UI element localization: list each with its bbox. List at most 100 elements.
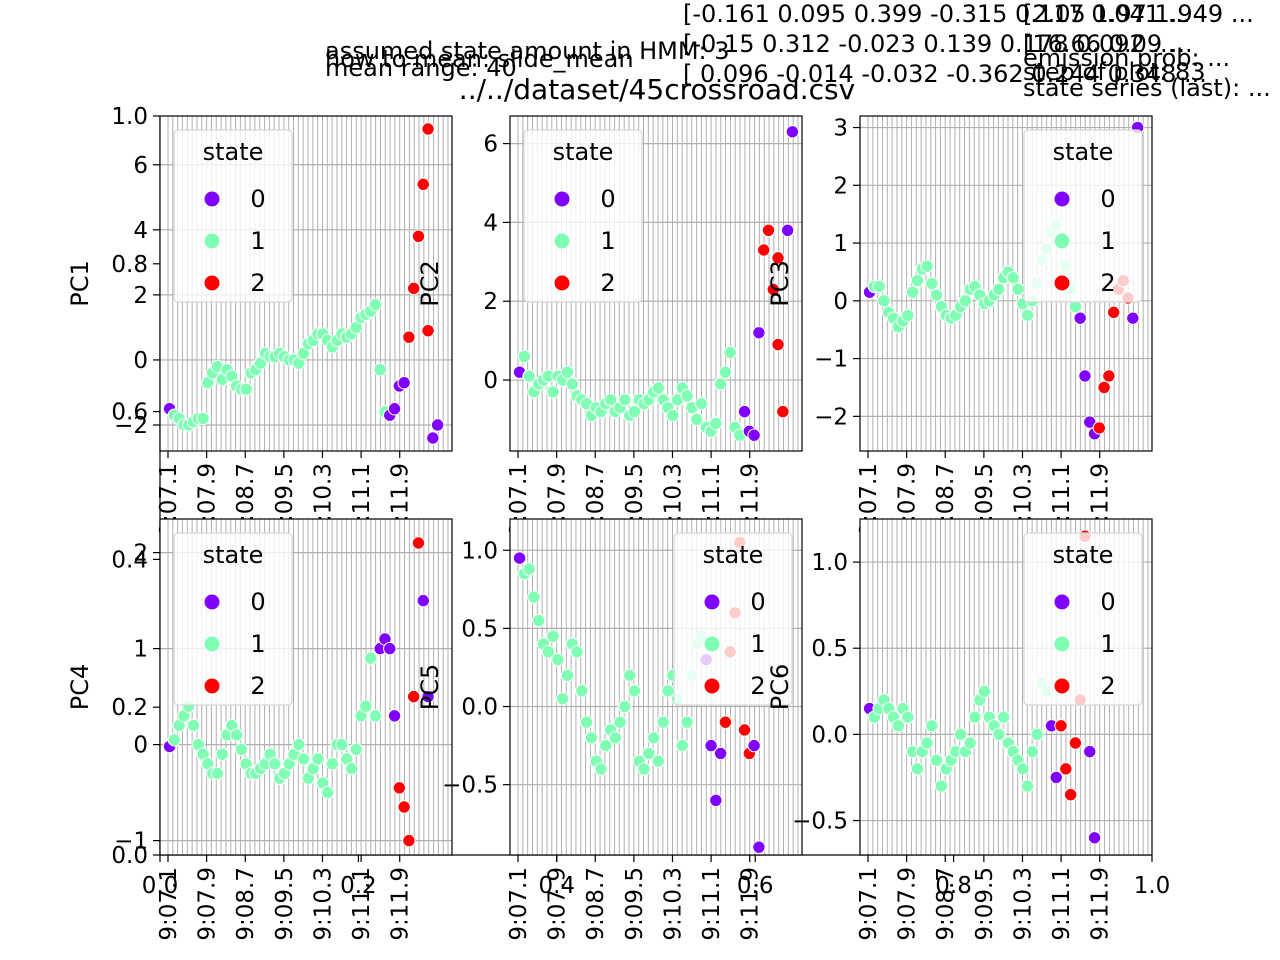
data-point-49 [747,428,761,442]
data-point-33 [1020,308,1035,322]
background-y-tick-label: 0.8 [111,252,148,278]
legend-box [173,532,293,706]
data-point-51 [1107,305,1121,320]
data-point-10 [910,273,925,288]
data-point-47 [737,404,752,419]
legend-marker-2 [703,677,721,695]
background-y-tick-label: 0.4 [111,547,148,573]
data-point-43 [718,715,733,729]
data-point-23 [622,668,637,682]
data-point-51 [757,243,771,257]
y-tick-label: −1 [814,347,848,373]
legend-marker-1 [703,635,721,653]
data-point-49 [397,800,411,814]
y-tick-label: −0.5 [442,773,498,799]
y-axis-label: PC1 [66,260,94,307]
data-point-49 [1097,380,1111,395]
y-tick-label: 0.0 [461,695,498,721]
figure-title: ../../dataset/45crossroad.csv [459,73,855,106]
data-point-22 [618,393,632,407]
y-ticks: −2 −1 0 1 2 3 [814,116,1152,430]
legend-box [673,532,793,706]
data-point-19 [603,393,618,407]
background-y-tick-label: 0.6 [111,400,148,426]
data-point-37 [689,412,704,427]
x-tick-label: 9:10.3 [310,867,336,941]
data-point-44 [723,345,737,360]
y-tick-label: 0 [133,348,148,374]
x-tick-label: 9:11.1 [349,867,375,941]
axes-frame [509,518,803,856]
x-ticks: 9:07.1 9:07.9 9:08.7 9:09.5 9:10.3 9:11.1 9:11… [156,855,414,941]
subplot-pc6: −0.5 0.0 0.5 1.0 PC6 9:07.1 9:07.9 9:08.7 9:09.5… [766,518,1153,941]
legend-label: 0 [250,185,265,213]
y-tick-label: 3 [833,116,848,142]
data-point-22 [268,757,282,771]
y-axis-label: PC2 [416,260,444,307]
data-point-34 [1025,744,1040,759]
data-point-54 [421,122,435,136]
data-point-40 [704,738,718,753]
data-point-35 [1030,727,1044,742]
legend-title: state [203,541,264,569]
legend-marker-0 [203,593,221,611]
data-point-51 [407,281,421,296]
header-mid-line-3: [ 0.096 -0.014 -0.032 -0.362 0.244 0.348… [683,60,1207,88]
axes-frame [159,115,453,452]
header-right-line-1: [2.05 1.97 1.949 ... [1023,0,1254,28]
data-point-14 [929,288,944,302]
legend-label: 1 [1100,227,1115,255]
data-point-7 [196,411,210,426]
data-point-17 [594,762,608,776]
data-point-47 [737,723,752,737]
data-point-30 [656,715,670,729]
y-tick-label: 2 [133,283,148,309]
header-mid-line-1: [-0.161 0.095 0.399 -0.315 0.117 0.041 .… [683,0,1191,28]
background-y-tick-label: 0.0 [111,843,148,869]
legend-label: 0 [1100,588,1115,616]
y-tick-label: 2 [133,541,148,567]
header-left: assumed state amount in HMM: 3 how to me… [325,37,730,82]
legend: state 0 1 2 [673,532,793,706]
data-point-8 [901,710,915,724]
data-point-57 [430,418,445,432]
data-point-4 [532,613,546,628]
data-point-14 [929,753,944,767]
x-tick-label: 9:11.1 [1049,867,1075,941]
header-right-line-3: emission prob: ... [1023,44,1230,72]
data-point-45 [1078,369,1092,383]
x-ticks: 9:07.1 9:07.9 9:08.7 9:09.5 9:10.3 9:11.1 9:11… [506,855,764,941]
data-point-29 [651,381,666,395]
data-point-34 [325,757,340,771]
background-y-ticks: 0.0 0.2 0.4 0.6 0.8 1.0 [111,104,160,869]
data-point-47 [1087,831,1102,845]
legend-marker-1 [553,232,571,250]
data-point-49 [747,738,761,753]
y-tick-label: 0.5 [811,636,848,662]
y-tick-label: 4 [133,218,148,244]
y-axis-label: PC3 [766,260,794,307]
legend-box [523,129,643,303]
legend-label: 2 [600,269,615,297]
data-point-50 [1102,369,1116,383]
y-axis-label: PC5 [416,664,444,711]
data-points [162,122,445,445]
x-tick-label: 9:07.1 [156,867,182,941]
data-point-43 [368,709,383,723]
x-tick-label: 9:11.1 [699,867,725,941]
data-point-29 [651,754,666,768]
axes-frame [159,518,453,856]
background-x-tick-label: 0.4 [539,873,576,899]
data-point-20 [958,294,973,308]
y-tick-label: 1 [133,637,148,663]
data-point-16 [239,382,253,396]
legend-label: 2 [1100,269,1115,297]
data-point-32 [1016,762,1030,776]
data-point-43 [1068,736,1083,750]
data-point-41 [709,416,723,431]
data-point-31 [1011,282,1025,296]
legend-label: 0 [250,588,265,616]
data-point-10 [210,766,225,781]
